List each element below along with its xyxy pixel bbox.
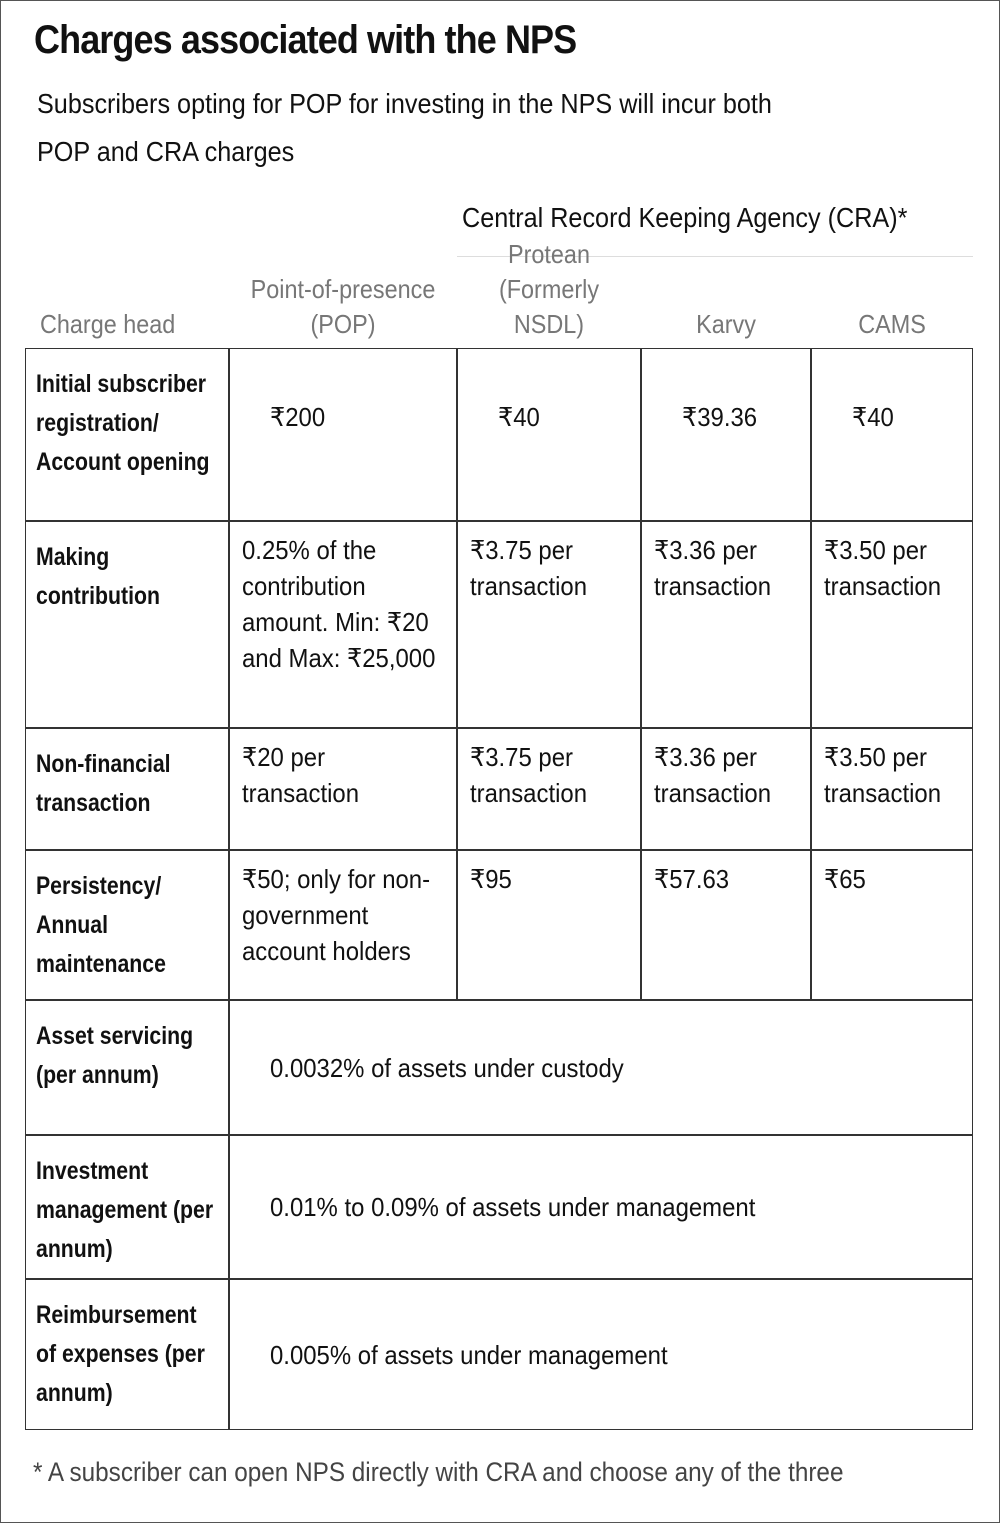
cell-text: ₹57.63 — [654, 864, 730, 894]
cell: ₹50; only for non-government account hol… — [229, 850, 457, 1000]
cell: 0.0032% of assets under custody — [229, 1000, 973, 1135]
row-label: Reimbursement of expenses (per annum) — [25, 1279, 229, 1430]
cell: ₹95 — [457, 850, 641, 1000]
cell: ₹3.75 per transaction — [457, 521, 641, 728]
row-label: Non-financial transaction — [25, 728, 229, 850]
row-label: Persistency/ Annual maintenance — [25, 850, 229, 1000]
cell: ₹3.36 per transaction — [641, 521, 811, 728]
cell: ₹20 per transaction — [229, 728, 457, 850]
cell: ₹200 — [229, 348, 457, 521]
row-label: Initial subscriber registration/ Account… — [25, 348, 229, 521]
cell-text: ₹39.36 — [682, 402, 758, 432]
column-header: Charge head — [40, 309, 176, 339]
row-label-text: Making contribution — [36, 543, 160, 610]
cell: ₹40 — [457, 348, 641, 521]
cell-text: 0.01% to 0.09% of assets under managemen… — [270, 1192, 756, 1222]
row-label-text: Asset servicing (per annum) — [36, 1022, 194, 1089]
column-header: CAMS — [858, 309, 926, 339]
cell: ₹3.50 per transaction — [811, 521, 973, 728]
subtitle: Subscribers opting for POP for investing… — [37, 88, 772, 167]
row-label-text: Persistency/ Annual maintenance — [36, 872, 166, 978]
cell-text: ₹3.50 per transaction — [824, 535, 942, 601]
group-header: Central Record Keeping Agency (CRA)* — [462, 202, 908, 233]
cell: ₹39.36 — [641, 348, 811, 521]
cell-text: ₹3.75 per transaction — [470, 535, 588, 601]
cell: ₹40 — [811, 348, 973, 521]
cell-text: 0.25% of the contribution amount. Min: ₹… — [242, 535, 436, 673]
cell-text: ₹3.50 per transaction — [824, 742, 942, 808]
cell-text: ₹40 — [498, 402, 540, 432]
cell-text: ₹65 — [824, 864, 866, 894]
cell: ₹65 — [811, 850, 973, 1000]
row-label: Making contribution — [25, 521, 229, 728]
group-rule — [457, 256, 973, 257]
cell: 0.25% of the contribution amount. Min: ₹… — [229, 521, 457, 728]
column-header: Karvy — [696, 309, 756, 339]
row-label: Investment management (per annum) — [25, 1135, 229, 1279]
row-label-text: Reimbursement of expenses (per annum) — [36, 1301, 205, 1407]
cell-text: ₹20 per transaction — [242, 742, 360, 808]
cell-text: ₹3.36 per transaction — [654, 535, 772, 601]
footnote: * A subscriber can open NPS directly wit… — [33, 1457, 844, 1487]
column-header: Protean (Formerly NSDL) — [498, 239, 600, 339]
cell: ₹3.50 per transaction — [811, 728, 973, 850]
cell-text: ₹40 — [852, 402, 894, 432]
cell: ₹3.36 per transaction — [641, 728, 811, 850]
cell-text: ₹50; only for non-government account hol… — [242, 864, 431, 966]
cell: ₹3.75 per transaction — [457, 728, 641, 850]
cell-text: 0.005% of assets under management — [270, 1339, 668, 1370]
cell-text: ₹95 — [470, 864, 512, 894]
row-label: Asset servicing (per annum) — [25, 1000, 229, 1135]
title: Charges associated with the NPS — [34, 18, 577, 62]
column-header: Point-of-presence (POP) — [250, 274, 436, 339]
cell-text: ₹3.36 per transaction — [654, 742, 772, 808]
cell: 0.005% of assets under management — [229, 1279, 973, 1430]
cell: 0.01% to 0.09% of assets under managemen… — [229, 1135, 973, 1279]
row-label-text: Non-financial transaction — [36, 750, 171, 817]
cell-text: ₹3.75 per transaction — [470, 742, 588, 808]
cell-text: 0.0032% of assets under custody — [270, 1052, 624, 1083]
row-label-text: Initial subscriber registration/ Account… — [36, 370, 210, 476]
row-label-text: Investment management (per annum) — [36, 1157, 214, 1263]
cell-text: ₹200 — [270, 402, 326, 432]
cell: ₹57.63 — [641, 850, 811, 1000]
